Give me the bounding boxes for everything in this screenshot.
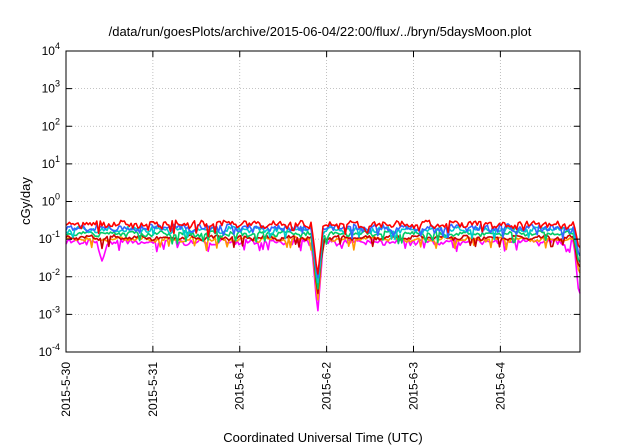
x-tick-label: 2015-6-2 xyxy=(320,362,334,410)
grid xyxy=(66,51,580,352)
y-tick-label: 10-4 xyxy=(39,342,60,359)
series-layer xyxy=(65,219,581,312)
x-ticks: 2015-5-30 2015-5-31 2015-6-1 2015-6-2 2015-6… xyxy=(59,51,507,417)
series-line xyxy=(65,219,581,275)
x-tick-label: 2015-6-3 xyxy=(406,362,420,410)
y-tick-label: 104 xyxy=(42,41,60,58)
y-tick-label: 101 xyxy=(42,154,60,171)
y-tick-label: 10-2 xyxy=(39,267,60,284)
y-tick-label: 103 xyxy=(42,79,60,96)
x-tick-label: 2015-5-30 xyxy=(59,362,73,417)
x-axis-label: Coordinated Universal Time (UTC) xyxy=(223,430,422,445)
y-tick-label: 100 xyxy=(42,192,60,209)
plot-frame xyxy=(65,50,581,353)
y-tick-label: 10-1 xyxy=(39,229,60,246)
y-axis-label: cGy/day xyxy=(18,177,33,225)
y-tick-label: 10-3 xyxy=(39,304,60,321)
x-tick-label: 2015-6-1 xyxy=(233,362,247,410)
x-tick-label: 2015-5-31 xyxy=(146,362,160,417)
chart-title: /data/run/goesPlots/archive/2015-06-04/2… xyxy=(109,24,532,39)
x-tick-label: 2015-6-4 xyxy=(493,362,507,410)
y-tick-label: 102 xyxy=(42,116,60,133)
